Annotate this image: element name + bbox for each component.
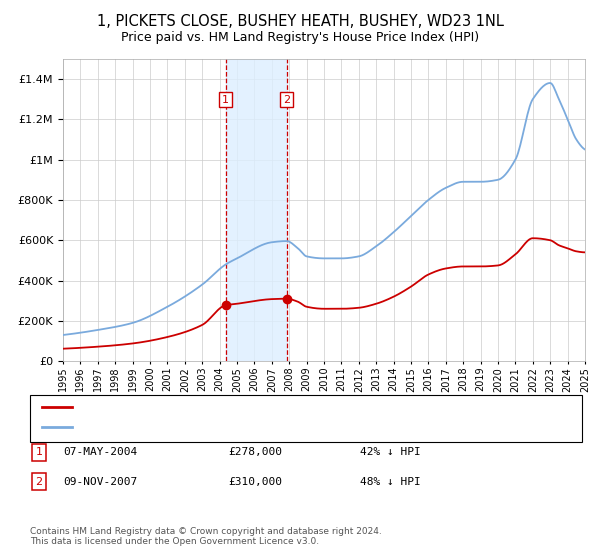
Text: 09-NOV-2007: 09-NOV-2007 bbox=[63, 477, 137, 487]
Text: 42% ↓ HPI: 42% ↓ HPI bbox=[360, 447, 421, 458]
Text: 1, PICKETS CLOSE, BUSHEY HEATH, BUSHEY, WD23 1NL: 1, PICKETS CLOSE, BUSHEY HEATH, BUSHEY, … bbox=[97, 14, 503, 29]
Text: 2: 2 bbox=[283, 95, 290, 105]
Text: 1: 1 bbox=[35, 447, 43, 458]
Text: 2: 2 bbox=[35, 477, 43, 487]
Text: Price paid vs. HM Land Registry's House Price Index (HPI): Price paid vs. HM Land Registry's House … bbox=[121, 31, 479, 44]
Text: 1, PICKETS CLOSE, BUSHEY HEATH, BUSHEY, WD23 1NL (detached house): 1, PICKETS CLOSE, BUSHEY HEATH, BUSHEY, … bbox=[75, 402, 460, 412]
Text: £278,000: £278,000 bbox=[228, 447, 282, 458]
Text: 48% ↓ HPI: 48% ↓ HPI bbox=[360, 477, 421, 487]
Bar bbox=[226, 59, 287, 361]
Text: 07-MAY-2004: 07-MAY-2004 bbox=[63, 447, 137, 458]
Text: Contains HM Land Registry data © Crown copyright and database right 2024.
This d: Contains HM Land Registry data © Crown c… bbox=[30, 526, 382, 546]
Text: 1: 1 bbox=[222, 95, 229, 105]
Text: HPI: Average price, detached house, Hertsmere: HPI: Average price, detached house, Hert… bbox=[75, 422, 323, 432]
Text: £310,000: £310,000 bbox=[228, 477, 282, 487]
